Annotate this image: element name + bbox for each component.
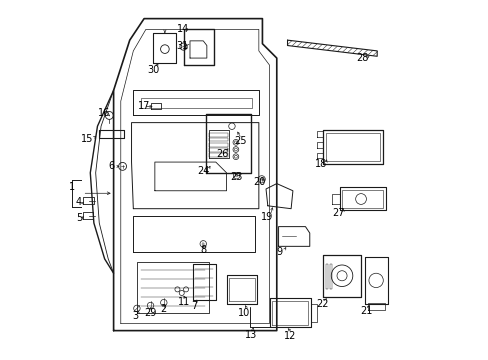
Text: 6: 6 — [108, 161, 115, 171]
Text: 13: 13 — [244, 330, 256, 340]
Text: 10: 10 — [238, 308, 250, 318]
Text: 29: 29 — [143, 309, 156, 318]
Text: 24: 24 — [197, 166, 209, 176]
Text: 8: 8 — [200, 245, 206, 255]
Text: 9: 9 — [276, 247, 282, 257]
Text: 18: 18 — [314, 159, 326, 169]
Text: 21: 21 — [360, 306, 372, 316]
Text: 17: 17 — [138, 102, 150, 112]
Text: 4: 4 — [76, 197, 81, 207]
Text: 2: 2 — [161, 304, 166, 314]
Text: 31: 31 — [176, 41, 188, 50]
Text: 27: 27 — [331, 208, 344, 218]
Text: 3: 3 — [132, 311, 138, 321]
Text: 26: 26 — [216, 149, 228, 159]
Text: 11: 11 — [178, 297, 190, 307]
Text: 22: 22 — [316, 299, 328, 309]
Text: 30: 30 — [146, 64, 159, 75]
Text: 7: 7 — [191, 301, 197, 311]
Text: 14: 14 — [177, 24, 189, 35]
Text: 5: 5 — [76, 213, 82, 222]
Text: 1: 1 — [69, 182, 75, 192]
Text: 25: 25 — [234, 136, 246, 146]
Text: 12: 12 — [284, 331, 296, 341]
Text: 16: 16 — [98, 108, 110, 118]
Text: 19: 19 — [261, 212, 273, 221]
Text: 20: 20 — [253, 177, 265, 187]
Text: 15: 15 — [81, 134, 93, 144]
Text: 23: 23 — [230, 172, 243, 182]
Text: 28: 28 — [356, 53, 368, 63]
